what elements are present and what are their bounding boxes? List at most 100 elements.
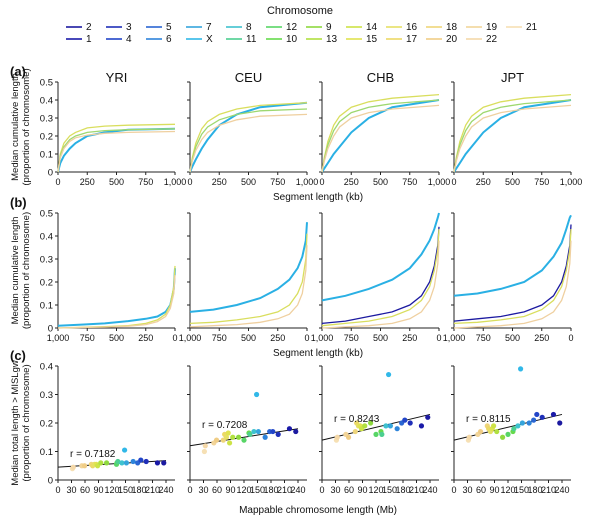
x-tick-label: 210 (409, 485, 424, 495)
series-line-autosomes-low- (189, 245, 308, 328)
panel-b: (b) Median cumulative length(proportion o… (10, 195, 574, 359)
x-tick-label: 0 (55, 177, 60, 187)
series-line-autosomes-low- (57, 275, 176, 329)
point-chr-3 (275, 431, 281, 437)
point-chr-8 (251, 428, 257, 435)
subplot-b-ceu: 1,000 750 500 250 0 (179, 212, 310, 343)
y-axis-title-b: Median cumulative length(proportion of c… (10, 212, 32, 329)
x-tick-label: 1,000 (47, 333, 70, 343)
point-chr-1 (154, 460, 161, 466)
x-tick-label: 500 (505, 333, 520, 343)
x-axis-title-b: Segment length (kb) (273, 348, 363, 359)
point-chr-12 (241, 437, 247, 443)
point-chr-12 (373, 431, 379, 437)
series-line-autosomes-low- (453, 240, 572, 329)
y-tick-label: 0.1 (40, 150, 53, 161)
series-line-chr-1-2 (453, 224, 572, 322)
legend-label-chr-15: 15 (366, 34, 378, 45)
regression-line (321, 413, 431, 441)
point-chr-1 (418, 423, 425, 429)
series-line-autosomes-low- (321, 240, 440, 329)
point-chr-18 (352, 428, 358, 435)
point-chr-6 (262, 434, 268, 440)
x-tick-label: 0 (451, 485, 456, 495)
x-tick-label: 500 (241, 177, 256, 187)
population-title-chb: CHB (367, 70, 394, 85)
x-tick-label: 120 (104, 485, 119, 495)
legend-label-chr-6: 6 (166, 34, 172, 45)
legend-label-chr-17: 17 (406, 34, 418, 45)
x-tick-label: 750 (476, 333, 491, 343)
y-axis-title-a: Median cumulative length(proportion of c… (10, 68, 32, 185)
point-chr-22 (466, 434, 472, 440)
x-tick-label: 240 (290, 485, 305, 495)
subplot-a-chb: 0 250 500 750 1,000 CHB (319, 70, 450, 187)
point-chr-3 (143, 458, 149, 465)
x-tick-label: 750 (344, 333, 359, 343)
x-tick-label: 120 (500, 485, 515, 495)
point-chr-22 (334, 434, 340, 440)
panel-label-c: (c) (10, 348, 26, 363)
series-line-autosomes-high- (189, 233, 308, 325)
x-tick-label: 0 (187, 177, 192, 187)
point-chr-14 (491, 423, 497, 429)
point-chr-22 (70, 464, 76, 470)
x-tick-label: 60 (476, 485, 486, 495)
x-tick-label: 250 (270, 333, 285, 343)
x-tick-label: 250 (476, 177, 491, 187)
x-tick-label: 150 (118, 485, 133, 495)
point-chr-4 (534, 411, 540, 418)
legend-label-chr-20: 20 (446, 34, 458, 45)
legend-label-chr-X: X (206, 34, 213, 45)
x-tick-label: 750 (138, 177, 153, 187)
x-tick-label: 150 (382, 485, 397, 495)
y-tick-label: 0 (48, 324, 53, 335)
point-chr-20 (81, 463, 88, 469)
y-tick-label: 0.4 (40, 232, 53, 243)
series-line-autosomes-mid- (321, 99, 440, 173)
point-chr-21 (201, 448, 207, 455)
point-chr-20 (345, 434, 352, 440)
subplot-a-yri: 0 0.1 0.2 0.3 0.4 0.5 0 250 500 750 1,000 YRI (40, 70, 186, 187)
legend-label-chr-14: 14 (366, 22, 378, 33)
point-chr-2 (557, 420, 563, 426)
y-tick-label: 0.4 (40, 96, 53, 107)
x-tick-label: 60 (80, 485, 90, 495)
legend: Chromosome 2134567X811121091314151617182… (66, 5, 538, 45)
y-axis-title-line: (proportion of chromosome) (21, 364, 32, 481)
legend-label-chr-11: 11 (246, 34, 257, 45)
x-tick-label: 180 (527, 485, 542, 495)
x-tick-label: 750 (402, 177, 417, 187)
y-tick-label: 0.3 (40, 390, 53, 401)
point-chr-11 (511, 426, 517, 432)
series-line-x (57, 268, 176, 327)
y-tick-label: 0.3 (40, 255, 53, 266)
y-tick-label: 0.5 (40, 209, 53, 220)
x-tick-label: 90 (489, 485, 499, 495)
point-chr-9 (104, 460, 110, 466)
x-tick-label: 30 (462, 485, 472, 495)
x-tick-label: 240 (422, 485, 437, 495)
legend-label-chr-21: 21 (526, 22, 538, 33)
point-chr-13 (362, 423, 368, 429)
series-line-autosomes-low- (453, 104, 572, 173)
y-axis-title-line: (proportion of chromosome) (21, 68, 32, 185)
correlation-label: r = 0.8243 (334, 414, 380, 425)
subplot-a-jpt: 0 250 500 750 1,000 JPT (451, 70, 582, 187)
y-tick-label: 0.2 (40, 132, 53, 143)
y-tick-label: 0.1 (40, 447, 53, 458)
series-line-x (189, 101, 308, 173)
y-tick-label: 0.1 (40, 301, 53, 312)
point-chr-X (518, 366, 524, 372)
y-tick-label: 0.2 (40, 419, 53, 430)
legend-label-chr-4: 4 (126, 34, 132, 45)
correlation-label: r = 0.7182 (70, 449, 116, 460)
point-chr-6 (526, 420, 532, 426)
legend-title: Chromosome (267, 5, 333, 17)
y-axis-title-c: Median total length > MISLgw(proportion … (10, 360, 32, 486)
x-tick-label: 500 (373, 333, 388, 343)
point-chr-7 (519, 420, 526, 426)
